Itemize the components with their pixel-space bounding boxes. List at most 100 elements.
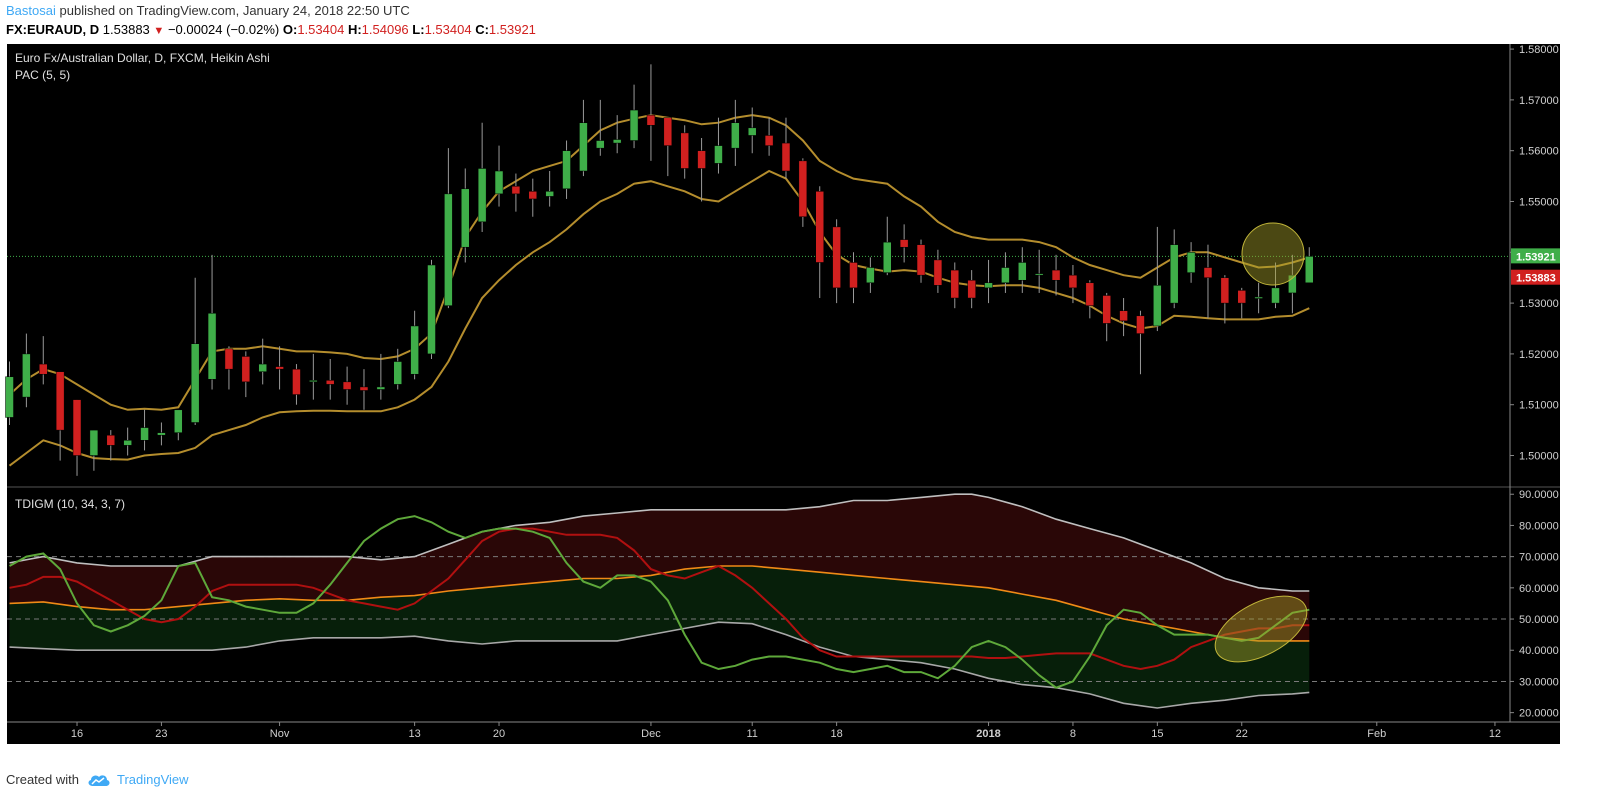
tdi-tick-label: 80.0000	[1519, 520, 1559, 532]
publish-info: Bastosai published on TradingView.com, J…	[6, 3, 410, 18]
time-tick-label: Nov	[270, 728, 290, 740]
candle-body	[984, 282, 993, 289]
candle-body	[899, 239, 909, 248]
price-highlight-circle	[1241, 222, 1305, 286]
candle-body	[207, 313, 217, 380]
candle-body	[359, 386, 369, 391]
candle	[123, 427, 132, 456]
candle-body	[157, 432, 166, 436]
candle-body	[731, 122, 740, 149]
time-tick-label: 16	[71, 728, 83, 740]
close-value: 1.53921	[488, 22, 536, 37]
price-tick-label: 1.56000	[1519, 146, 1559, 158]
candle-body	[106, 434, 116, 446]
candle	[1305, 247, 1314, 284]
candle-body	[646, 114, 656, 126]
tdi-tick-label: 40.0000	[1519, 645, 1559, 657]
candle	[174, 409, 183, 441]
candle-body	[883, 241, 892, 273]
candle-body	[697, 150, 706, 169]
candle-body	[1136, 315, 1145, 334]
candle	[5, 361, 14, 426]
candle	[798, 158, 808, 227]
candle-body	[1169, 244, 1179, 304]
candle-body	[950, 269, 960, 299]
footer: Created with TradingView	[6, 772, 189, 787]
time-tick-label: Dec	[641, 728, 661, 740]
candle-body	[1186, 252, 1196, 273]
time-tick-label: 13	[408, 728, 420, 740]
candle	[916, 239, 926, 283]
candle	[832, 219, 841, 304]
candle-body	[72, 399, 82, 456]
candle	[444, 148, 453, 309]
time-tick-label: 15	[1151, 728, 1163, 740]
candle	[950, 262, 960, 309]
created-with-text: Created with	[6, 772, 79, 787]
candle-body	[309, 380, 318, 383]
author-link[interactable]: Bastosai	[6, 3, 56, 18]
candle	[1136, 310, 1145, 375]
candle	[22, 333, 31, 408]
candle-body	[393, 361, 402, 385]
time-tick-label: 18	[830, 728, 842, 740]
tdi-lower-line	[9, 621, 1310, 709]
tdi-tick-label: 60.0000	[1519, 583, 1559, 595]
candle-body	[1034, 273, 1044, 276]
candle-body	[596, 140, 605, 149]
candle	[376, 353, 386, 400]
current-price-tag-bg	[1511, 269, 1560, 285]
price-pane-title: Euro Fx/Australian Dollar, D, FXCM, Heik…	[15, 51, 270, 65]
candle	[815, 186, 824, 299]
price-tick-label: 1.57000	[1519, 95, 1559, 107]
candle-body	[275, 366, 284, 370]
down-arrow-icon: ▼	[153, 25, 165, 37]
candle-body	[579, 122, 588, 172]
candle	[764, 117, 774, 156]
time-tick-label: Feb	[1367, 728, 1386, 740]
price-tick-label: 1.55000	[1519, 196, 1559, 208]
candle	[579, 99, 588, 177]
candle	[781, 117, 791, 179]
candle-body	[123, 440, 132, 446]
last-price: 1.53883	[102, 22, 150, 37]
pac-lower-line	[8, 169, 1310, 467]
candle	[612, 115, 622, 154]
candle	[731, 99, 740, 166]
low-label: L:	[412, 22, 425, 37]
candle	[1085, 280, 1095, 319]
price-tick-label: 1.53000	[1519, 298, 1559, 310]
open-value: 1.53404	[297, 22, 345, 37]
candle-body	[1288, 274, 1297, 294]
price-tick-label: 1.50000	[1519, 451, 1559, 463]
candle	[190, 277, 200, 426]
candle-body	[1305, 256, 1314, 284]
candle	[697, 137, 706, 202]
candle-body	[849, 262, 858, 289]
candle	[967, 270, 976, 309]
candle	[1034, 249, 1044, 293]
quote-line: FX:EURAUD, D 1.53883 ▼ −0.00024 (−0.02%)…	[6, 22, 536, 37]
tdi-tick-label: 50.0000	[1519, 614, 1559, 626]
candle-body	[1153, 285, 1162, 327]
time-tick-label: 12	[1489, 728, 1501, 740]
candle-body	[663, 117, 673, 146]
low-value: 1.53404	[424, 22, 472, 37]
candle	[224, 346, 234, 390]
candle-body	[1068, 274, 1078, 289]
tdi-market-base-line	[9, 565, 1310, 642]
candle	[461, 168, 470, 263]
current-price-tag: 1.53883	[1516, 273, 1556, 285]
tradingview-brand-link[interactable]: TradingView	[116, 772, 189, 787]
candle-body	[680, 132, 689, 169]
candle-body	[494, 170, 504, 195]
candle-body	[545, 191, 554, 197]
tdi-tick-label: 30.0000	[1519, 676, 1559, 688]
candle	[714, 117, 723, 174]
tdi-lower-band-fill	[9, 566, 1310, 708]
candle-body	[798, 160, 808, 217]
candle-body	[629, 109, 639, 141]
candle	[359, 369, 369, 410]
candle-body	[866, 267, 875, 284]
